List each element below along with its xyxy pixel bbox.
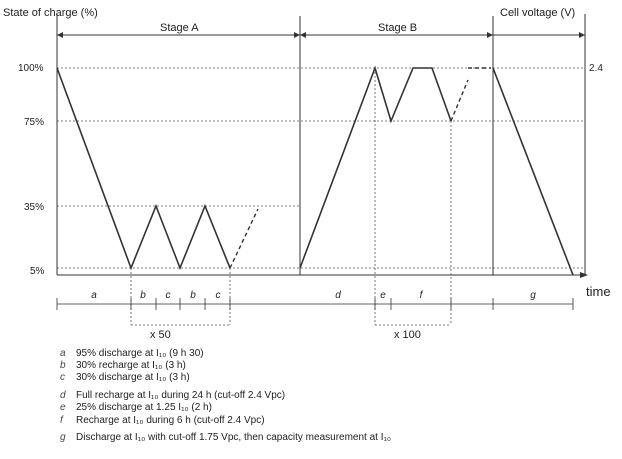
cell-voltage-axis-title: Cell voltage (V): [500, 7, 575, 19]
legend-letter: d: [60, 389, 66, 401]
state-of-charge-axis-title: State of charge (%): [3, 7, 98, 19]
stage-b-label: Stage B: [378, 22, 417, 34]
time-axis-arrow: [580, 272, 588, 278]
segment-label-c-repeat: c: [216, 290, 221, 301]
stage-b-curve: [299, 65, 452, 269]
stage-a-curve: [56, 67, 231, 271]
segment-label-e: e: [380, 290, 386, 301]
legend-item-b: b 30% recharge at I₁₀ (3 h): [60, 359, 620, 371]
segment-label-b-repeat: b: [190, 290, 196, 301]
y-tick-35: 35%: [24, 202, 44, 213]
arrowhead: [579, 32, 585, 38]
stage-a-continuation: [229, 208, 259, 269]
legend-letter: c: [60, 372, 65, 384]
segment-label-c: c: [166, 290, 171, 301]
arrowhead: [300, 32, 306, 38]
time-axis-label: time: [586, 284, 611, 299]
legend-item-c: c 30% discharge at I₁₀ (3 h): [60, 372, 620, 384]
segment-label-g: g: [530, 290, 536, 301]
voltage-tick-2-4: 2.4: [589, 63, 603, 74]
legend: a 95% discharge at I₁₀ (9 h 30) b 30% re…: [60, 347, 620, 444]
stage-b-continuation: [450, 79, 469, 122]
legend-item-a: a 95% discharge at I₁₀ (9 h 30): [60, 347, 620, 359]
legend-item-f: f Recharge at I₁₀ during 6 h (cut-off 2.…: [60, 414, 620, 426]
segment-label-a: a: [91, 290, 97, 301]
legend-text: 30% discharge at I₁₀ (3 h): [76, 372, 190, 384]
legend-text: 25% discharge at 1.25 I₁₀ (2 h): [76, 402, 212, 414]
final-discharge-curve: [492, 67, 574, 276]
legend-letter: b: [60, 360, 66, 372]
y-tick-5: 5%: [30, 266, 45, 277]
legend-letter: g: [60, 432, 66, 444]
legend-item-d: d Full recharge at I₁₀ during 24 h (cut-…: [60, 389, 620, 401]
legend-item-e: e 25% discharge at 1.25 I₁₀ (2 h): [60, 402, 620, 414]
segment-label-f: f: [420, 290, 424, 301]
legend-text: Discharge at I₁₀ with cut-off 1.75 Vpc, …: [76, 432, 392, 444]
stage-a-label: Stage A: [160, 22, 199, 34]
arrowhead: [57, 32, 63, 38]
repeat-b-label: x 100: [394, 329, 421, 341]
legend-letter: e: [60, 402, 66, 414]
arrowhead: [487, 32, 493, 38]
legend-text: Recharge at I₁₀ during 6 h (cut-off 2.4 …: [76, 414, 265, 426]
y-tick-75: 75%: [24, 117, 44, 128]
legend-text: Full recharge at I₁₀ during 24 h (cut-of…: [76, 389, 286, 401]
legend-letter: f: [60, 414, 63, 426]
y-tick-100: 100%: [18, 63, 44, 74]
arrowhead: [294, 32, 300, 38]
segment-label-b: b: [140, 290, 146, 301]
legend-text: 30% recharge at I₁₀ (3 h): [76, 360, 186, 372]
repeat-a-label: x 50: [150, 329, 171, 341]
legend-text: 95% discharge at I₁₀ (9 h 30): [76, 347, 204, 359]
legend-letter: a: [60, 347, 66, 359]
segment-label-d: d: [335, 290, 341, 301]
legend-item-g: g Discharge at I₁₀ with cut-off 1.75 Vpc…: [60, 431, 620, 443]
